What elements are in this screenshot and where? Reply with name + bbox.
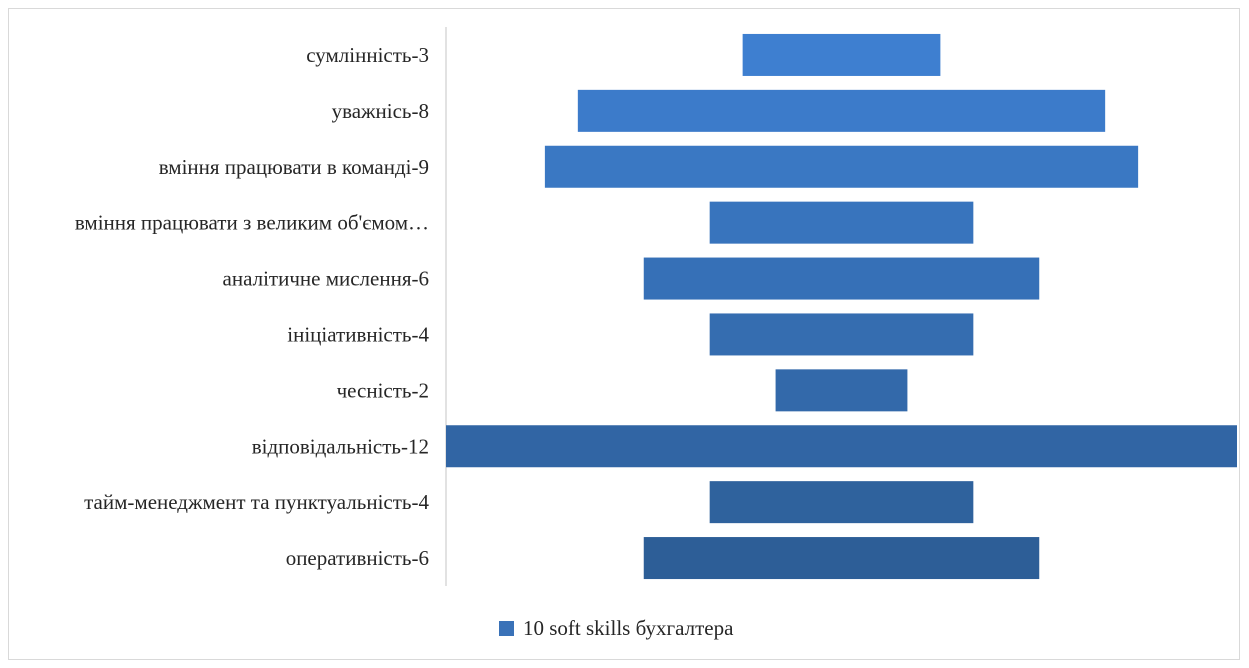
category-label-1: сумлінність-3 <box>306 43 429 67</box>
bar-4 <box>709 201 974 244</box>
category-label-5: аналітичне мислення-6 <box>223 267 429 291</box>
chart-frame: сумлінність-3 уважнісь-8 вміння працювати … <box>8 8 1240 660</box>
category-label-10: оперативність-6 <box>286 546 429 570</box>
legend-swatch <box>499 621 514 636</box>
category-label-4: вміння працювати з великим об'ємом… <box>75 211 429 235</box>
legend: 10 soft skills бухгалтера <box>499 616 734 640</box>
category-label-6: ініціативність-4 <box>287 322 429 346</box>
category-label-9: тайм-менеджмент та пунктуальність-4 <box>84 490 429 514</box>
legend-label: 10 soft skills бухгалтера <box>523 616 734 640</box>
bar-10 <box>643 537 1040 580</box>
bar-8 <box>446 425 1237 468</box>
category-label-7: чесність-2 <box>337 378 429 402</box>
category-label-8: відповідальність-12 <box>252 434 429 458</box>
bar-3 <box>544 145 1139 188</box>
bar-2 <box>577 89 1106 132</box>
bar-5 <box>643 257 1040 300</box>
category-labels: сумлінність-3 уважнісь-8 вміння працювати … <box>75 43 430 570</box>
bars <box>446 33 1237 580</box>
category-label-2: уважнісь-8 <box>332 99 429 123</box>
bar-7 <box>775 369 908 412</box>
chart-svg: сумлінність-3 уважнісь-8 вміння працювати … <box>75 27 1237 640</box>
bar-9 <box>709 481 974 524</box>
bar-6 <box>709 313 974 356</box>
bar-1 <box>742 33 941 76</box>
category-label-3: вміння працювати в команді-9 <box>159 155 429 179</box>
